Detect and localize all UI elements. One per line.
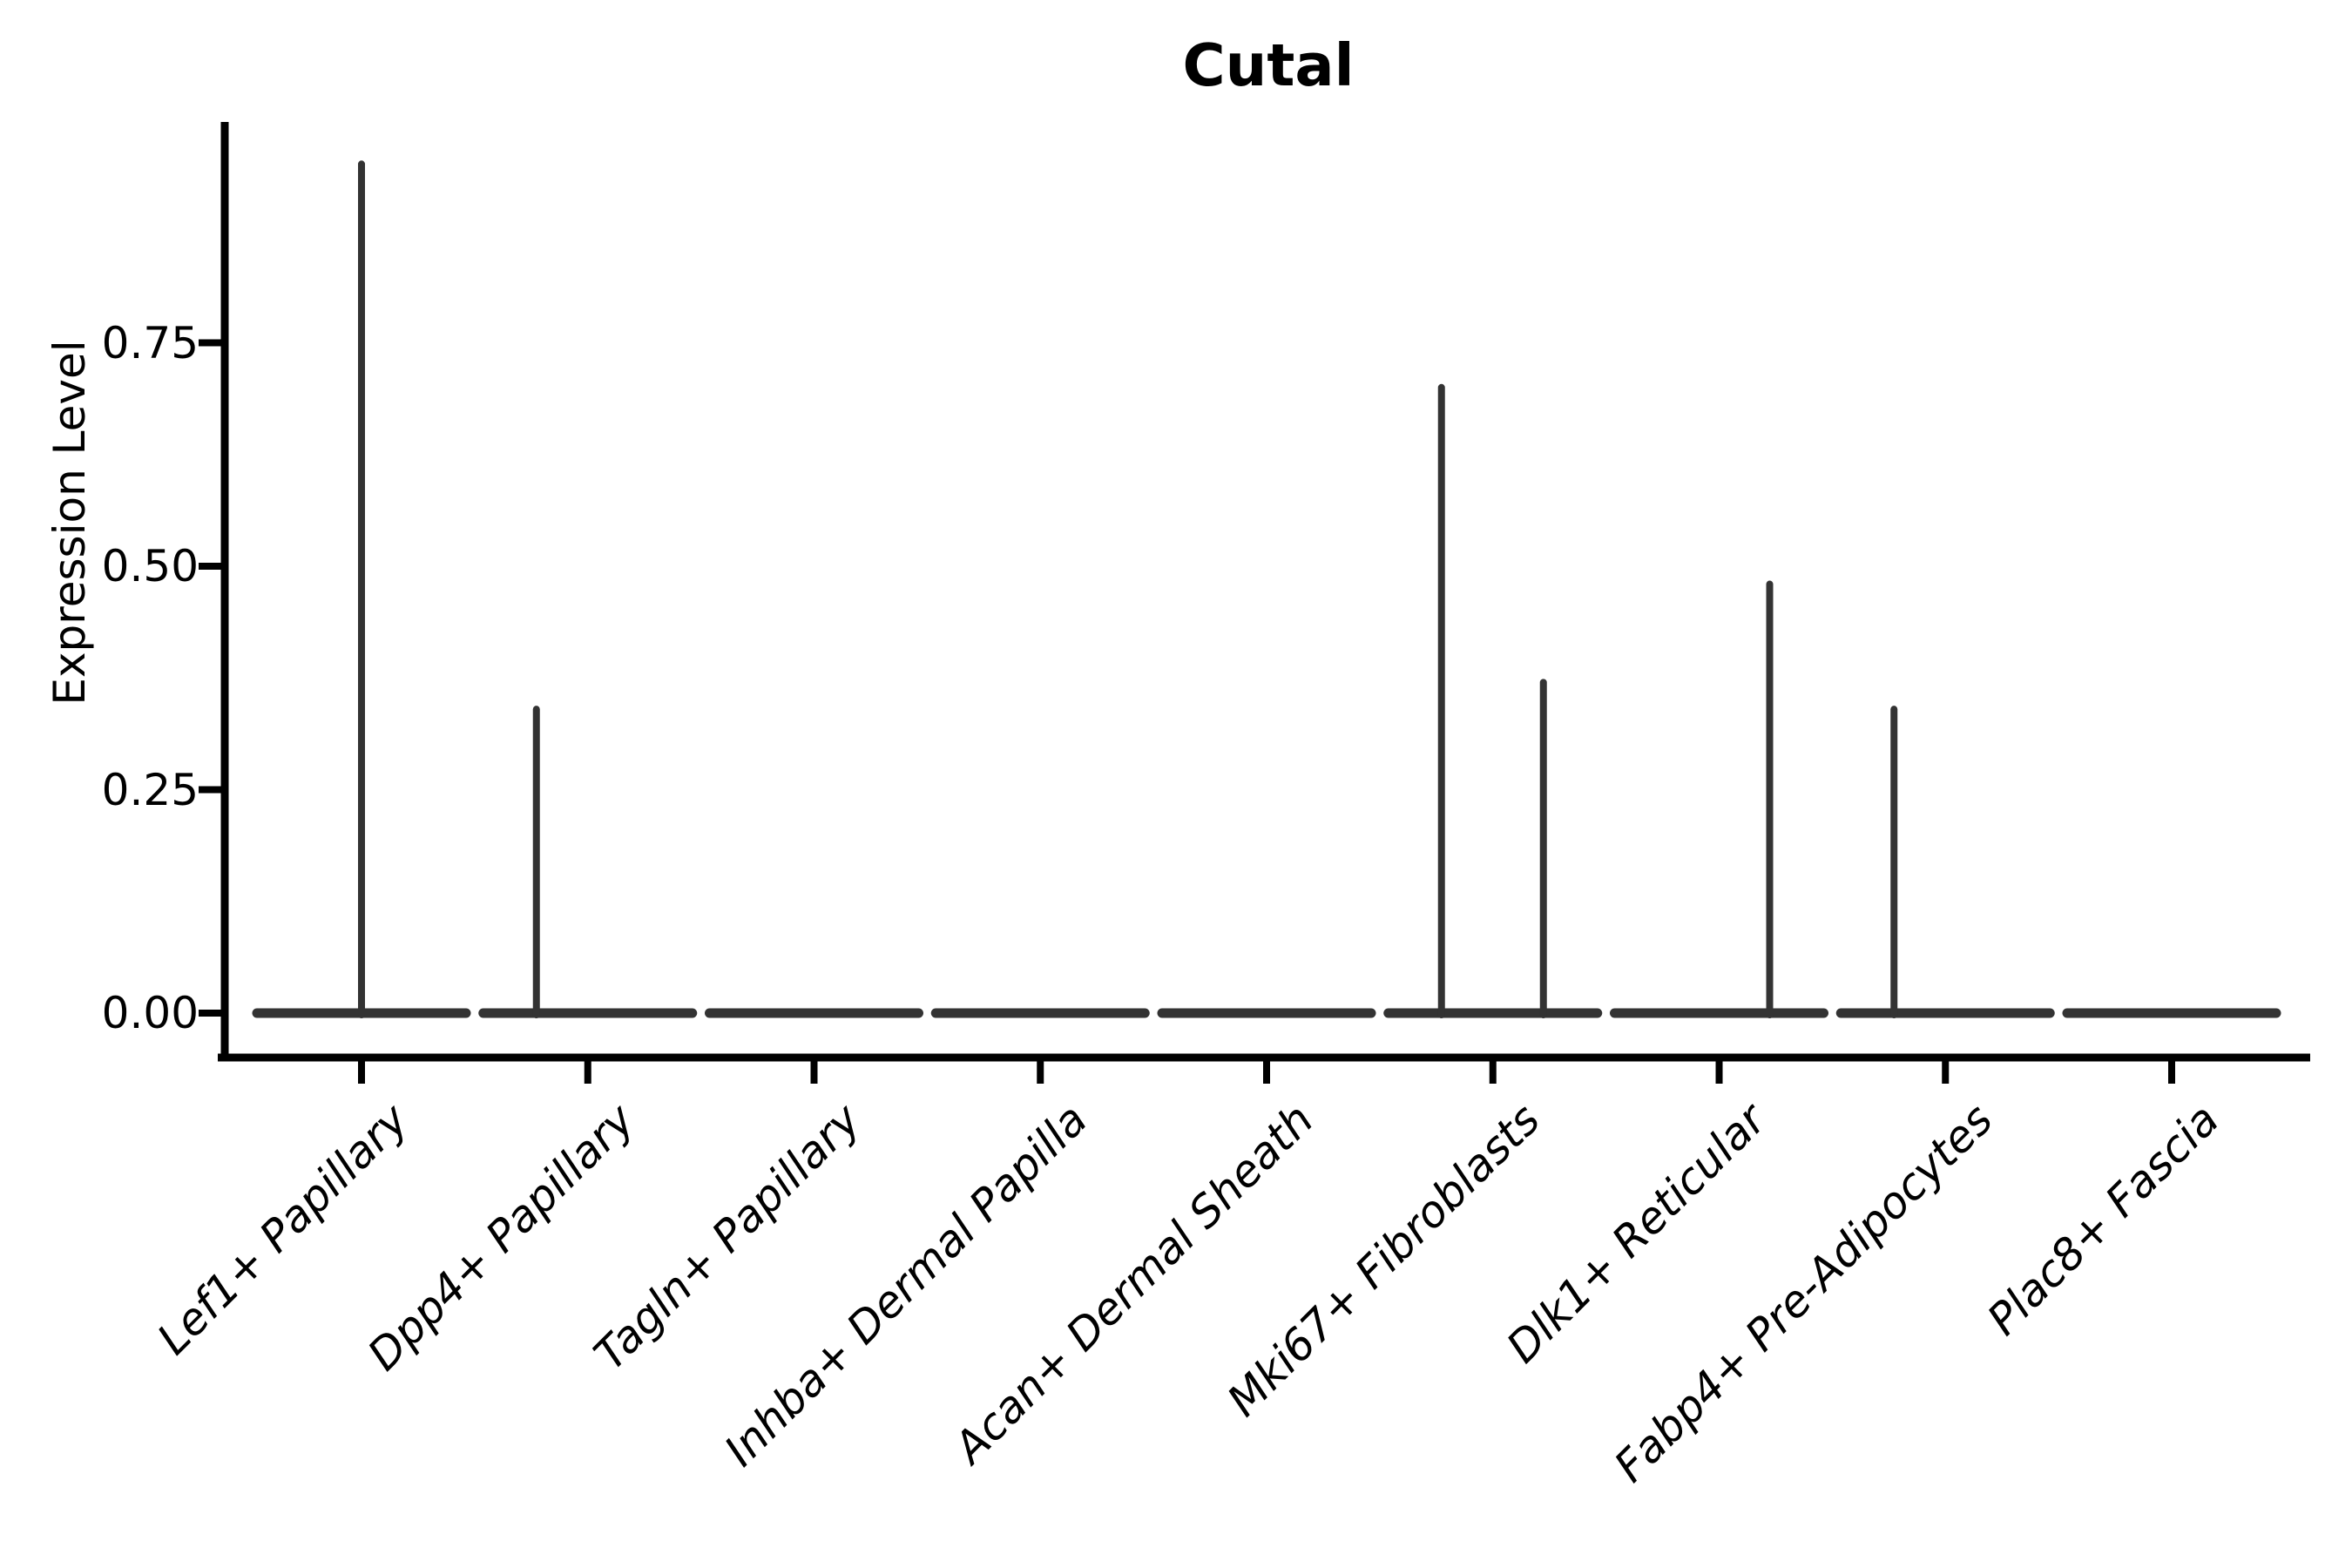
y-tick-label: 0.00: [101, 988, 199, 1038]
y-tick-label: 0.50: [101, 541, 199, 591]
y-axis-label: Expression Level: [44, 340, 95, 706]
y-tick-label: 0.25: [101, 764, 199, 815]
chart-title: Cutal: [1182, 31, 1355, 99]
y-tick-label: 0.75: [101, 317, 199, 368]
